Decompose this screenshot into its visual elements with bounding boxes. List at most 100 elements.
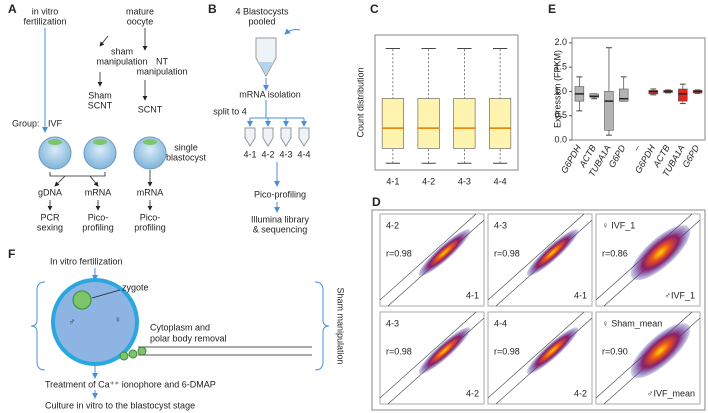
- y-axis-label: Count distribution: [355, 67, 365, 137]
- step-label: In vitro fertilization: [50, 256, 123, 266]
- step-label: Illumina library: [251, 214, 310, 224]
- density-cloud: [526, 327, 579, 374]
- axis-sample: ♂IVF_mean: [647, 388, 695, 398]
- density-cloud: [418, 327, 471, 374]
- panel-label: F: [8, 247, 15, 261]
- panel-f-drawing: [30, 268, 330, 399]
- step-label: & sequencing: [253, 224, 308, 234]
- diagonal: [487, 311, 585, 399]
- y-axis-label: Expression (FPKM): [552, 50, 562, 128]
- step-label: mature: [126, 6, 154, 16]
- axis-sample: ♀ Sham_mean: [602, 318, 662, 328]
- step-label: mRNA: [85, 187, 112, 197]
- group-name: SCNT: [88, 100, 113, 110]
- correlation: r=0.98: [386, 248, 412, 258]
- step-label: blastocyst: [166, 152, 207, 162]
- step-label: NT: [156, 56, 168, 66]
- panel-label: E: [548, 2, 556, 16]
- diagonal: [379, 311, 477, 399]
- diagonal: [379, 213, 477, 301]
- axis-sample: 4-2: [574, 388, 587, 398]
- density-cloud: [630, 323, 691, 379]
- step-label: mRNA isolation: [239, 89, 301, 99]
- step-label: sham: [111, 46, 133, 56]
- box: [678, 88, 688, 102]
- panel-label: D: [372, 195, 381, 209]
- symbol: ♂: [69, 316, 76, 326]
- x-tick-label: 4-3: [458, 176, 471, 186]
- y-tick-label: 1.0: [554, 86, 567, 96]
- step-label: manipulation: [96, 56, 147, 66]
- correlation: r=0.98: [386, 346, 412, 356]
- y-tick-label: 1.5: [554, 62, 567, 72]
- step-label: Pico-: [88, 212, 109, 222]
- axis-sample: 4-2: [386, 220, 399, 230]
- step-label: split to 4: [213, 106, 247, 116]
- panel-label: C: [370, 2, 379, 16]
- panel-b-drawing: [244, 28, 310, 213]
- step-label: fertilization: [23, 16, 66, 26]
- correlation: r=0.98: [494, 248, 520, 258]
- group-name: SCNT: [138, 104, 163, 114]
- group-name: IVF: [48, 118, 63, 128]
- box: [381, 98, 404, 149]
- panel-label: B: [208, 2, 217, 16]
- step-label: profiling: [82, 222, 114, 232]
- tube-label: 4-4: [297, 149, 310, 159]
- step-label: sexing: [37, 222, 63, 232]
- correlation: r=0.86: [602, 248, 628, 258]
- x-tick-label: 4-4: [494, 176, 507, 186]
- blastocysts: [38, 136, 167, 170]
- diagonal: [487, 213, 585, 301]
- correlation: r=0.98: [494, 346, 520, 356]
- axis-sample: ♂IVF_1: [664, 290, 695, 300]
- density-cloud: [526, 229, 579, 276]
- x-tick-label: 4-2: [422, 176, 435, 186]
- step-label: manipulation: [136, 66, 187, 76]
- step-label: single: [174, 142, 198, 152]
- step-label: Pico-: [140, 212, 161, 222]
- tube-label: 4-3: [279, 149, 292, 159]
- step-label: Culture in vitro to the blastocyst stage: [45, 400, 195, 410]
- plot-frame: [374, 34, 519, 171]
- axis-sample: 4-2: [466, 388, 479, 398]
- axis-sample: 4-3: [386, 318, 399, 328]
- axis-sample: 4-1: [574, 290, 587, 300]
- density-cloud: [418, 229, 471, 276]
- panel-d-frame: [371, 209, 706, 411]
- y-tick-label: 0.5: [554, 110, 567, 120]
- axis-sample: 4-4: [494, 318, 507, 328]
- correlation: r=0.90: [602, 346, 628, 356]
- step-label: Pico-profiling: [254, 189, 306, 199]
- step-label: pooled: [248, 16, 275, 26]
- step-label: in vitro: [32, 6, 59, 16]
- box: [453, 98, 476, 149]
- step-label: Cytoplasm and: [150, 322, 210, 332]
- box: [604, 91, 614, 131]
- side-label: Sham manipulation: [336, 287, 346, 364]
- group-name: Sham: [88, 90, 112, 100]
- group-label: Group:: [12, 118, 40, 128]
- box: [417, 98, 440, 149]
- step-label: polar body removal: [150, 333, 227, 343]
- tube-label: 4-2: [261, 149, 274, 159]
- tube-label: 4-1: [243, 149, 256, 159]
- axis-sample: ♀ IVF_1: [602, 220, 635, 230]
- panel-a-arrows: [42, 28, 153, 211]
- x-tick-label: 4-1: [386, 176, 399, 186]
- step-label: oocyte: [127, 16, 154, 26]
- axis-sample: 4-3: [494, 220, 507, 230]
- zygote-label: zygote: [122, 282, 149, 292]
- x-tick-label: –: [631, 142, 643, 153]
- step-label: profiling: [134, 222, 166, 232]
- symbol: ♀: [115, 314, 122, 324]
- box: [489, 98, 512, 149]
- panel-label: A: [8, 2, 17, 16]
- density-cloud: [630, 225, 691, 281]
- y-tick-label: 2.0: [554, 37, 567, 47]
- step-label: gDNA: [38, 187, 62, 197]
- step-label: 4 Blastocysts: [235, 6, 289, 16]
- plot-frame: [571, 37, 706, 141]
- axis-sample: 4-1: [466, 290, 479, 300]
